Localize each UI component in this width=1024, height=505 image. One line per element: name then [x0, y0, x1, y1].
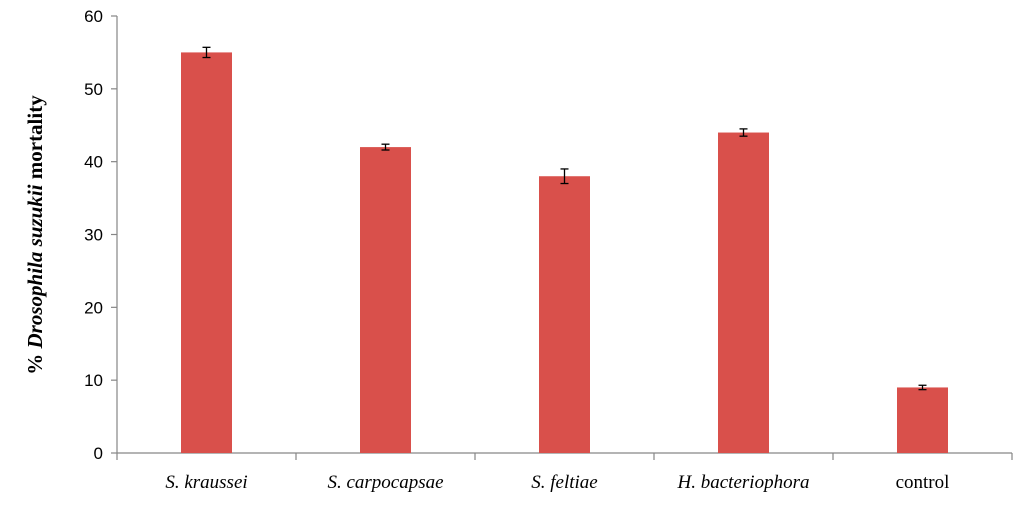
y-axis-label-species: Drosophila suzukii [23, 184, 47, 349]
svg-text:% Drosophila suzukii mortality: % Drosophila suzukii mortality [23, 95, 47, 375]
x-category-label: S. feltiae [531, 472, 597, 493]
y-axis-label-suffix: mortality [23, 95, 47, 185]
error-bar [381, 143, 390, 151]
bar [181, 52, 232, 454]
y-tick-label: 10 [84, 371, 103, 390]
bars [181, 52, 948, 454]
x-category-label: H. bacteriophora [677, 472, 810, 493]
x-category-label: S. carpocapsae [327, 472, 443, 493]
y-tick-label: 0 [94, 444, 103, 463]
y-tick-label: 50 [84, 80, 103, 99]
error-bar [918, 384, 927, 391]
error-bar [202, 46, 211, 59]
error-bar [739, 128, 748, 137]
bar [539, 176, 590, 453]
x-category-label: control [896, 472, 950, 493]
y-tick-label: 20 [84, 298, 103, 317]
error-bars [202, 46, 927, 391]
bar [718, 132, 769, 454]
y-axis-label-prefix: % [23, 348, 47, 374]
y-tick-label: 60 [84, 7, 103, 26]
y-tick-label: 40 [84, 153, 103, 172]
y-tick-label: 30 [84, 226, 103, 245]
x-axis [116, 452, 1013, 460]
error-bar [560, 168, 569, 185]
y-axis-label: % Drosophila suzukii mortality [23, 95, 47, 375]
y-axis: 0 10 20 30 40 50 60 [84, 7, 118, 463]
bar [897, 387, 948, 453]
x-category-label: S. kraussei [165, 472, 247, 493]
x-axis-labels: S. kraussei S. carpocapsae S. feltiae H. ba… [165, 472, 949, 493]
bar [360, 147, 411, 453]
